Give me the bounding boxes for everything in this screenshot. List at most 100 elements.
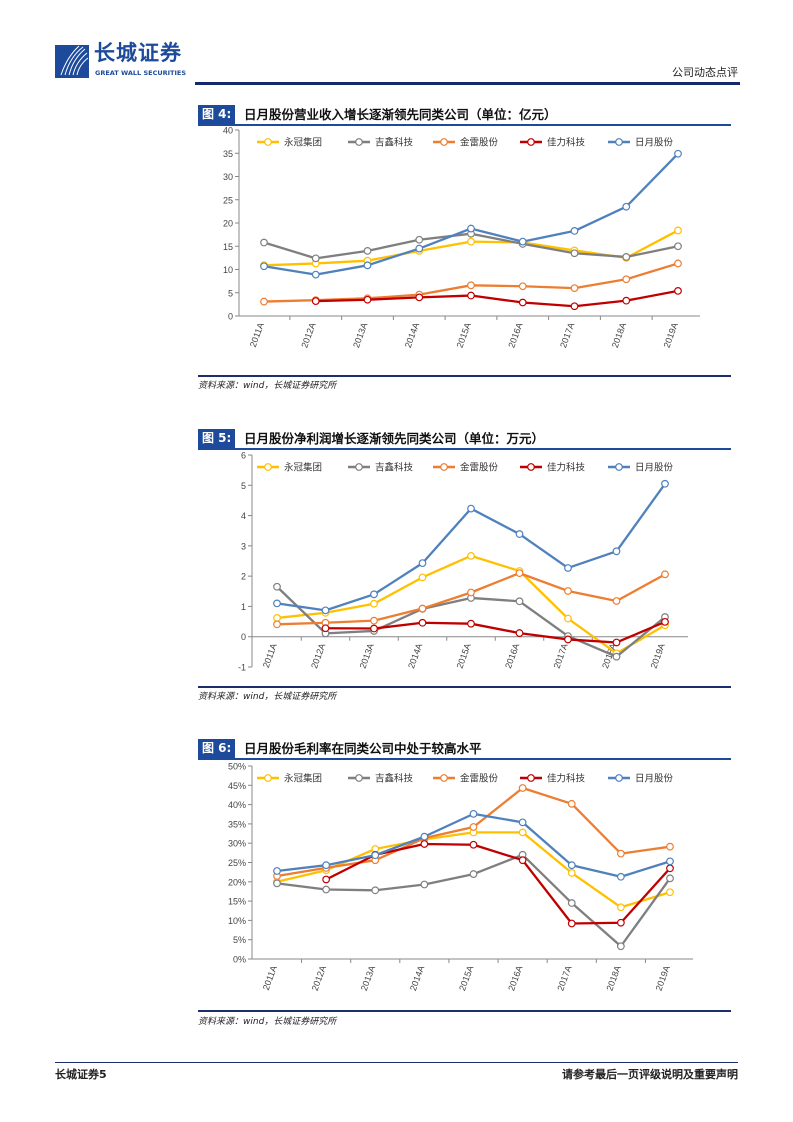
data-point (371, 886, 380, 895)
data-point (273, 620, 281, 629)
data-point (469, 823, 478, 831)
legend-marker (615, 138, 623, 146)
data-point (273, 614, 281, 622)
y-tick-label: 3 (241, 541, 246, 551)
data-point (415, 235, 424, 244)
data-point (273, 599, 281, 608)
x-tick-label: 2019A (649, 642, 667, 670)
legend-label: 吉鑫科技 (375, 137, 414, 149)
legend-marker (440, 463, 448, 471)
data-point (612, 547, 621, 556)
x-tick-label: 2016A (506, 321, 524, 349)
data-point (420, 880, 429, 889)
y-tick-label: 5 (228, 288, 233, 298)
data-point (570, 249, 579, 258)
data-point (467, 281, 475, 290)
data-point (515, 569, 524, 578)
data-point (469, 870, 478, 878)
data-point (661, 479, 669, 488)
y-tick-label: 25% (228, 858, 246, 868)
source-note: 资料来源：wind，长城证券研究所 (198, 381, 337, 391)
data-point (371, 851, 380, 860)
net-profit-chart: -1 0 1 2 3 4 5 6 2011A 2012A 2013A 2014A 2015A 2016A 2… (238, 451, 688, 673)
x-tick-label: 2015A (455, 321, 473, 349)
source-divider (198, 686, 731, 688)
legend-label: 佳力科技 (547, 462, 586, 474)
gross-margin-chart: 0% 5% 10% 15% 20% 25% 30% 35% 40% 45% 50% 2011A 2012… (228, 762, 693, 992)
source-note: 资料来源：wind，长城证券研究所 (198, 692, 337, 702)
data-point (622, 202, 631, 211)
data-point (518, 282, 527, 291)
data-point (616, 942, 625, 951)
figure-title: 日月股份营业收入增长逐渐领先同类公司（单位：亿元） (244, 107, 557, 122)
data-point (564, 587, 572, 595)
data-point (273, 879, 281, 888)
data-point (467, 619, 475, 628)
data-point (515, 597, 524, 606)
y-tick-label: 45% (228, 781, 246, 791)
data-point (418, 618, 427, 627)
legend-marker (527, 138, 535, 146)
legend-marker (355, 463, 363, 471)
data-point (518, 856, 527, 865)
x-tick-label: 2013A (358, 642, 376, 670)
x-tick-label: 2015A (457, 964, 475, 992)
data-point (273, 582, 281, 591)
data-point (518, 237, 527, 246)
x-tick-label: 2013A (351, 321, 369, 349)
data-point (370, 590, 378, 599)
x-tick-label: 2015A (455, 642, 473, 670)
legend-label: 吉鑫科技 (375, 462, 414, 474)
data-point (567, 861, 576, 870)
y-tick-label: 4 (241, 511, 246, 521)
data-point (518, 818, 527, 827)
figure-label: 图 6: (198, 739, 236, 758)
data-point (567, 919, 576, 928)
data-point (321, 624, 330, 633)
series-line-佳力科技 (315, 289, 679, 308)
figure-label: 图 4: (198, 105, 236, 124)
data-point (612, 638, 621, 647)
x-tick-label: 2017A (555, 964, 573, 992)
data-point (418, 559, 427, 568)
data-point (260, 262, 268, 271)
y-tick-label: 0% (233, 955, 246, 965)
legend-label: 永冠集团 (284, 462, 322, 474)
y-tick-label: 5% (233, 935, 246, 945)
y-tick-label: 35 (223, 149, 233, 159)
y-tick-label: 30 (223, 172, 233, 182)
source-divider (198, 375, 731, 377)
legend-marker (355, 138, 363, 146)
x-tick-label: 2016A (503, 642, 521, 670)
logo-icon (55, 45, 89, 78)
data-point (666, 874, 674, 883)
data-point (415, 244, 424, 253)
y-tick-label: 0 (228, 312, 233, 322)
x-tick-label: 2014A (408, 964, 426, 992)
data-point (363, 261, 372, 270)
x-tick-label: 2017A (552, 642, 570, 670)
figure-label: 图 5: (198, 429, 236, 448)
data-point (370, 599, 378, 608)
data-point (622, 253, 631, 261)
data-point (370, 624, 378, 633)
legend-label: 吉鑫科技 (375, 773, 414, 785)
y-tick-label: 1 (241, 602, 246, 612)
legend-label: 日月股份 (635, 773, 674, 785)
data-point (570, 227, 579, 235)
legend-marker (440, 774, 448, 782)
figure-title: 日月股份净利润增长逐渐领先同类公司（单位：万元） (244, 431, 545, 446)
data-point (612, 652, 621, 661)
logo-subtext: GREAT WALL SECURITIES (95, 69, 187, 77)
y-tick-label: 40 (223, 126, 233, 136)
data-point (467, 291, 475, 300)
data-point (622, 275, 631, 284)
y-tick-label: 30% (228, 839, 246, 849)
y-tick-label: 15% (228, 897, 246, 907)
footer-page: 长城证券5 (55, 1068, 107, 1081)
revenue-chart: 0 5 10 15 20 25 30 35 40 2011A 2012A 2013A 2014A 2015… (223, 126, 700, 349)
data-point (518, 828, 527, 837)
data-point (666, 857, 674, 866)
data-point (661, 570, 669, 579)
data-point (322, 885, 331, 894)
